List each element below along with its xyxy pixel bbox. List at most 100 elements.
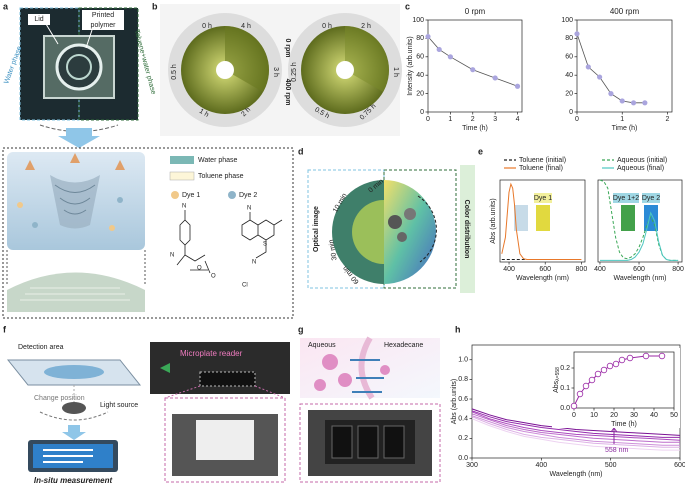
y-tick-label: 60 [416, 54, 424, 61]
x-axis-label: Wavelength (nm) [516, 275, 569, 282]
y-tick-label: 1.0 [458, 357, 468, 364]
data-point [626, 354, 634, 362]
series-line [501, 182, 582, 260]
y-tick-label: 100 [412, 17, 424, 24]
legend-label: Toluene (final) [519, 165, 563, 172]
panel-d-image [307, 165, 475, 293]
data-point [597, 74, 603, 80]
data-point [585, 64, 591, 70]
data-point [470, 67, 476, 73]
plot-frame [597, 179, 683, 263]
x-tick-label: 600 [674, 462, 685, 469]
annotation: 558 nm [605, 447, 629, 454]
x-tick-label: 300 [466, 462, 478, 469]
atom: Cl [242, 283, 248, 289]
y-tick-label: 20 [416, 90, 424, 97]
data-point [606, 362, 614, 370]
y-axis-label: Abs (arb.units) [451, 379, 458, 425]
time-label: 0.25 h [291, 62, 298, 82]
panel-b-wheels [160, 4, 402, 136]
y-tick-label: 0.8 [458, 376, 468, 383]
legend-label: Water phase [198, 157, 238, 164]
series-line [600, 211, 679, 261]
series-line [471, 413, 680, 443]
atom: O [211, 274, 216, 280]
plot-frame [576, 19, 673, 113]
x-tick-label: 1 [448, 116, 452, 123]
panel-label: b [152, 1, 158, 11]
y-axis-label-main: Abs [553, 380, 560, 393]
panel-label: d [298, 146, 304, 156]
x-tick-label: 3 [493, 116, 497, 123]
data-point [600, 366, 608, 374]
label: Loaded samples [175, 403, 230, 410]
data-point [594, 370, 602, 378]
series-line [471, 410, 680, 438]
x-tick-label: 1 [620, 116, 624, 123]
x-tick-label: 20 [610, 412, 618, 419]
time-label: 1 h [392, 67, 399, 77]
time-label: 3 h [272, 67, 279, 77]
x-tick-label: 600 [633, 266, 645, 273]
series-line [471, 411, 681, 441]
data-point [608, 91, 614, 97]
label: Hexadecane [384, 342, 423, 349]
y-axis-label: Abs (arb.units) [490, 198, 497, 244]
label: Light source [100, 402, 138, 409]
y-tick-label: 0.0 [458, 455, 468, 462]
data-point [570, 402, 578, 410]
x-tick-label: 400 [535, 462, 547, 469]
data-point [618, 356, 626, 364]
plot-frame [573, 351, 675, 409]
data-point [582, 382, 590, 390]
panel-label: f [3, 324, 7, 334]
data-point [447, 54, 453, 60]
time-label: 0.5 h [171, 64, 178, 80]
y-tick-label: 40 [565, 72, 573, 79]
legend-label: Dye 2 [239, 192, 257, 199]
label: Microplate reader [180, 349, 243, 358]
y-tick-label: 60 [565, 54, 573, 61]
label-box [82, 10, 124, 30]
panel-label: g [298, 324, 304, 334]
atom: O [197, 266, 202, 272]
inset-label: Dye 1 [534, 195, 552, 202]
x-tick-label: 0 [426, 116, 430, 123]
x-axis-label: Wavelength (nm) [613, 275, 666, 282]
atom: N [252, 260, 256, 266]
x-axis-label: Wavelength (nm) [549, 471, 602, 478]
data-point [658, 352, 666, 360]
x-tick-label: 40 [650, 412, 658, 419]
chart-title: 400 rpm [610, 7, 640, 16]
y-tick-label: 0.2 [560, 365, 570, 372]
x-tick-label: 800 [672, 266, 684, 273]
panel-label: e [478, 146, 483, 156]
series-line [471, 415, 680, 446]
time-label: 4 h [241, 23, 251, 30]
data-point [630, 100, 637, 106]
x-tick-label: 2 [666, 116, 670, 123]
x-tick-label: 0 [575, 116, 579, 123]
x-tick-label: 0 [572, 412, 576, 419]
label: Change position [34, 395, 85, 402]
y-tick-label: 0.0 [560, 405, 570, 412]
label: Color distribution [463, 200, 470, 259]
plot-frame [499, 179, 586, 263]
data-point [576, 390, 584, 398]
y-axis-label-main: Intensity (arb.units) [407, 36, 414, 96]
legend-label: Toluene (initial) [519, 157, 566, 164]
y-tick-label: 80 [565, 35, 573, 42]
data-point [642, 352, 650, 360]
fit-line [427, 36, 518, 87]
atom: S [263, 242, 267, 248]
y-tick-label: 0.2 [458, 435, 468, 442]
plot-frame [427, 19, 523, 113]
series-line [471, 408, 681, 436]
time-label: 30 min [328, 239, 339, 261]
atom: N [170, 253, 174, 259]
x-tick-label: 600 [539, 266, 551, 273]
x-axis-label: Time (h) [612, 125, 638, 132]
data-point [514, 83, 521, 89]
x-tick-label: 400 [503, 266, 515, 273]
